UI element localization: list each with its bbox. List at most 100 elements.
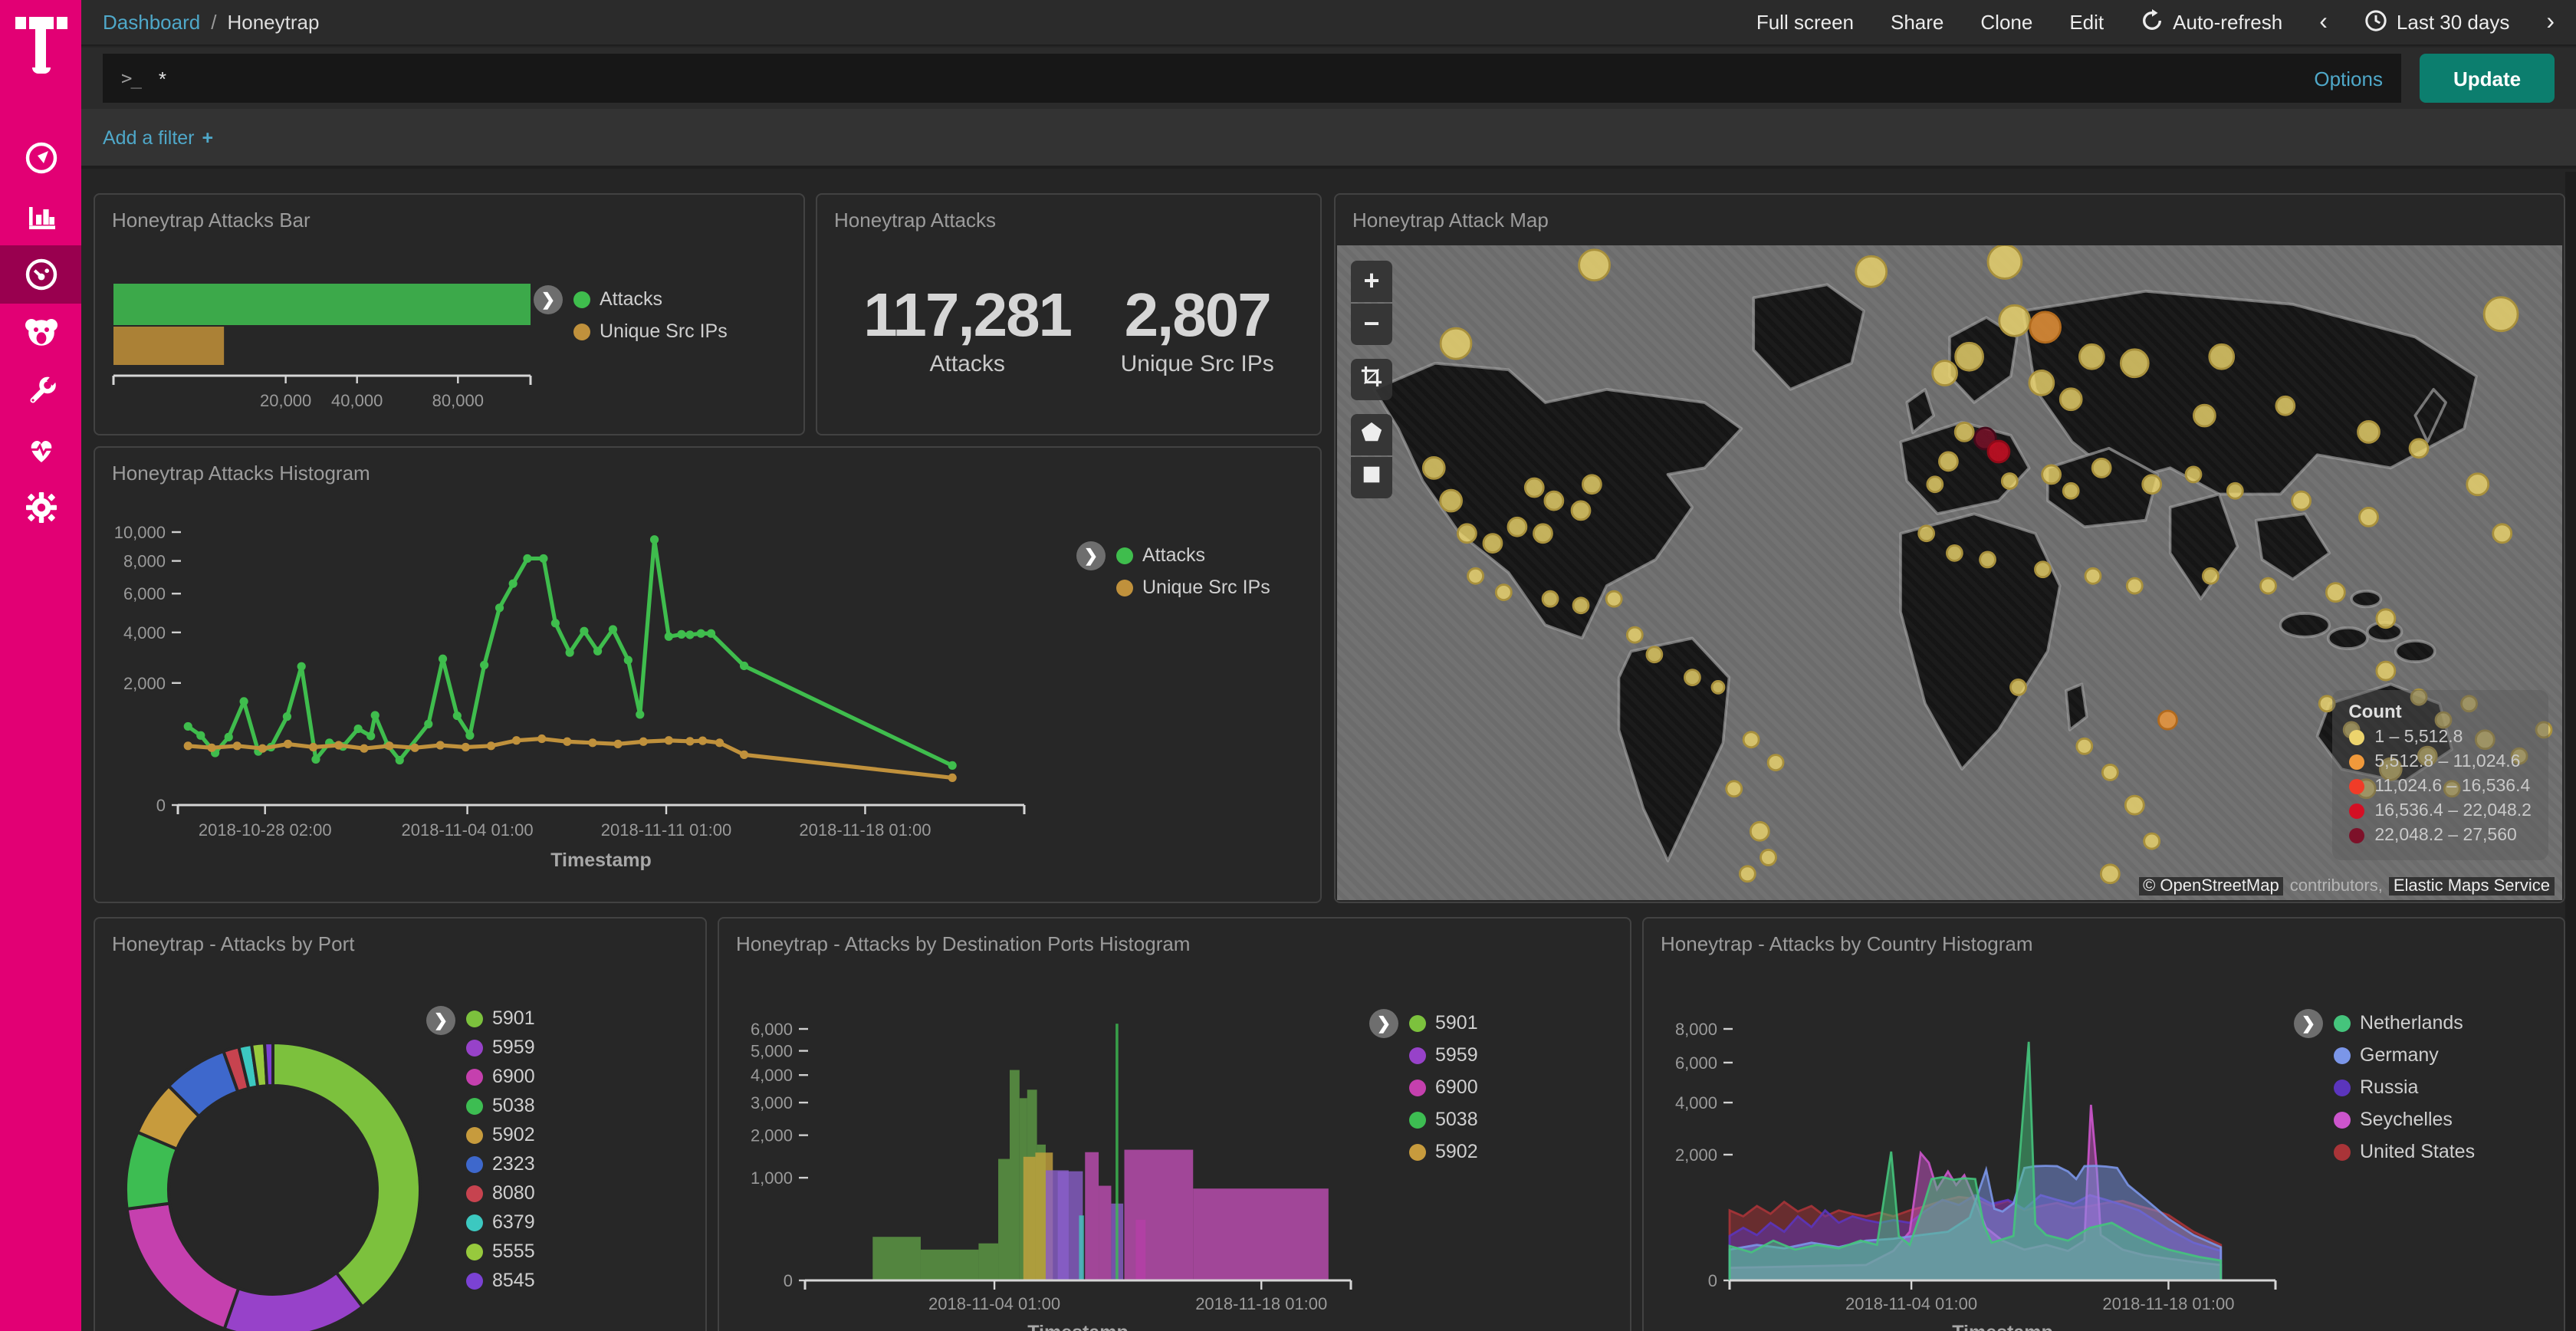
time-forward-chevron-icon[interactable]: › <box>2546 8 2555 35</box>
legend-item[interactable]: 5902 <box>1409 1136 1478 1168</box>
legend-label: Unique Src IPs <box>600 320 728 342</box>
svg-text:4,000: 4,000 <box>1675 1093 1717 1112</box>
legend-item[interactable]: 5959 <box>1409 1040 1478 1072</box>
metric-unique-src-ips: 2,807 Unique Src IPs <box>1121 282 1274 377</box>
auto-refresh-button[interactable]: Auto-refresh <box>2141 8 2282 36</box>
legend-expand-button[interactable]: ❯ <box>1369 1009 1398 1038</box>
sidebar-item-visualize[interactable] <box>0 187 81 245</box>
t-mobile-logo[interactable] <box>0 0 81 95</box>
legend-items: Attacks Unique Src IPs <box>1116 540 1270 604</box>
sidebar-item-timelion[interactable] <box>0 304 81 362</box>
legend-label: 5038 <box>492 1095 535 1116</box>
full-screen-button[interactable]: Full screen <box>1756 11 1854 34</box>
legend-label: 8080 <box>492 1182 535 1204</box>
legend-item[interactable]: 5959 <box>466 1034 535 1063</box>
options-link[interactable]: Options <box>2314 67 2383 90</box>
heart-pulse-icon <box>22 431 59 468</box>
legend-expand-button[interactable]: ❯ <box>534 285 563 314</box>
legend-label: Netherlands <box>2360 1012 2463 1034</box>
metric-value: 2,807 <box>1124 282 1272 350</box>
breadcrumb-dashboard[interactable]: Dashboard <box>103 11 201 34</box>
legend-color-dot <box>2334 1144 2351 1161</box>
bucket-color-dot <box>2348 730 2364 745</box>
breadcrumb-current: Honeytrap <box>227 11 320 34</box>
legend-expand-button[interactable]: ❯ <box>426 1006 455 1035</box>
time-back-chevron-icon[interactable]: ‹ <box>2319 8 2328 35</box>
sidebar-item-dev-tools[interactable] <box>0 362 81 420</box>
elastic-maps-service-link[interactable]: Elastic Maps Service <box>2388 877 2555 896</box>
legend-color-dot <box>466 1214 483 1231</box>
square-icon <box>1360 462 1383 494</box>
legend-item[interactable]: Germany <box>2334 1040 2475 1072</box>
time-picker-button[interactable]: Last 30 days <box>2364 8 2509 36</box>
legend-color-dot <box>2334 1047 2351 1064</box>
legend-item[interactable]: 5038 <box>1409 1104 1478 1136</box>
legend-color-dot <box>466 1273 483 1290</box>
legend-color-dot <box>2334 1080 2351 1096</box>
legend-color-dot <box>1409 1112 1426 1129</box>
wrench-icon <box>22 373 59 409</box>
legend-item[interactable]: Unique Src IPs <box>1116 572 1270 604</box>
svg-text:2018-11-11 01:00: 2018-11-11 01:00 <box>601 820 731 840</box>
scrollbar-track[interactable] <box>2565 172 2576 1331</box>
legend-item[interactable]: 8080 <box>466 1179 535 1208</box>
sidebar-item-management[interactable] <box>0 478 81 537</box>
legend-item[interactable]: 5902 <box>466 1121 535 1150</box>
sidebar-item-discover[interactable] <box>0 129 81 187</box>
legend-expand-button[interactable]: ❯ <box>1076 541 1106 570</box>
legend-item[interactable]: 6900 <box>1409 1072 1478 1104</box>
svg-text:2018-11-18 01:00: 2018-11-18 01:00 <box>1195 1294 1327 1313</box>
map-zoom-out-button[interactable]: − <box>1351 304 1392 345</box>
legend-item[interactable]: 5901 <box>466 1004 535 1034</box>
map-fit-data-button[interactable] <box>1351 359 1392 400</box>
attacks-bar-chart[interactable]: 20,000 40,000 80,000 <box>110 274 570 434</box>
map-zoom-in-button[interactable]: + <box>1351 261 1392 302</box>
legend-item[interactable]: Unique Src IPs <box>573 316 728 348</box>
legend-item[interactable]: 6379 <box>466 1208 535 1237</box>
edit-button[interactable]: Edit <box>2069 11 2104 34</box>
panel-country-histogram: Honeytrap - Attacks by Country Histogram… <box>1642 917 2565 1331</box>
ports-donut-chart[interactable] <box>109 1017 437 1331</box>
legend-label: 6379 <box>492 1211 535 1233</box>
t-logo-icon <box>15 17 67 78</box>
legend-item[interactable]: 2323 <box>466 1150 535 1179</box>
search-input[interactable]: >_ * Options <box>103 54 2401 103</box>
legend-item[interactable]: 6900 <box>466 1063 535 1092</box>
svg-text:2018-11-18 01:00: 2018-11-18 01:00 <box>799 820 931 840</box>
breadcrumb-separator: / <box>211 11 217 34</box>
attacks-histogram-chart[interactable]: 0 2,000 4,000 6,000 8,000 10,000 2018-10-28 02… <box>104 503 1055 896</box>
sidebar-item-dashboard[interactable] <box>0 245 81 304</box>
map-draw-polygon-button[interactable] <box>1351 414 1392 455</box>
legend-item[interactable]: 5038 <box>466 1092 535 1121</box>
legend-item[interactable]: 5901 <box>1409 1007 1478 1040</box>
destination-ports-chart[interactable]: 0 1,000 2,000 3,000 4,000 5,000 6,000 2018-11-0… <box>741 980 1385 1331</box>
map-draw-rectangle-button[interactable] <box>1351 457 1392 498</box>
query-text: * <box>158 67 167 90</box>
attack-map[interactable]: + − <box>1337 245 2562 900</box>
clone-button[interactable]: Clone <box>1980 11 2033 34</box>
update-button[interactable]: Update <box>2420 54 2555 103</box>
legend-item[interactable]: Attacks <box>1116 540 1270 572</box>
legend-item[interactable]: Russia <box>2334 1072 2475 1104</box>
share-button[interactable]: Share <box>1891 11 1944 34</box>
legend-color-dot <box>466 1185 483 1202</box>
legend-item[interactable]: 5555 <box>466 1237 535 1267</box>
legend-item[interactable]: Attacks <box>573 284 728 316</box>
country-histogram-chart[interactable]: 0 2,000 4,000 6,000 8,000 2018-11-04 01:00 201… <box>1665 980 2309 1331</box>
sidebar-item-monitoring[interactable] <box>0 420 81 478</box>
legend-color-dot <box>466 1011 483 1027</box>
openstreetmap-link[interactable]: © OpenStreetMap <box>2138 877 2284 896</box>
svg-text:8,000: 8,000 <box>123 552 166 571</box>
bucket-range-label: 22,048.2 – 27,560 <box>2374 827 2517 845</box>
legend-label: 5901 <box>492 1007 535 1029</box>
legend-item[interactable]: Seychelles <box>2334 1104 2475 1136</box>
svg-text:2018-11-04 01:00: 2018-11-04 01:00 <box>402 820 534 840</box>
add-filter-link[interactable]: Add a filter + <box>103 127 214 148</box>
legend-label: Unique Src IPs <box>1142 577 1270 598</box>
legend-item[interactable]: Netherlands <box>2334 1007 2475 1040</box>
svg-text:3,000: 3,000 <box>751 1093 793 1112</box>
chart-legend: ❯ Attacks Unique Src IPs <box>534 284 728 348</box>
legend-item[interactable]: 8545 <box>466 1267 535 1296</box>
legend-item[interactable]: United States <box>2334 1136 2475 1168</box>
legend-expand-button[interactable]: ❯ <box>2294 1009 2323 1038</box>
